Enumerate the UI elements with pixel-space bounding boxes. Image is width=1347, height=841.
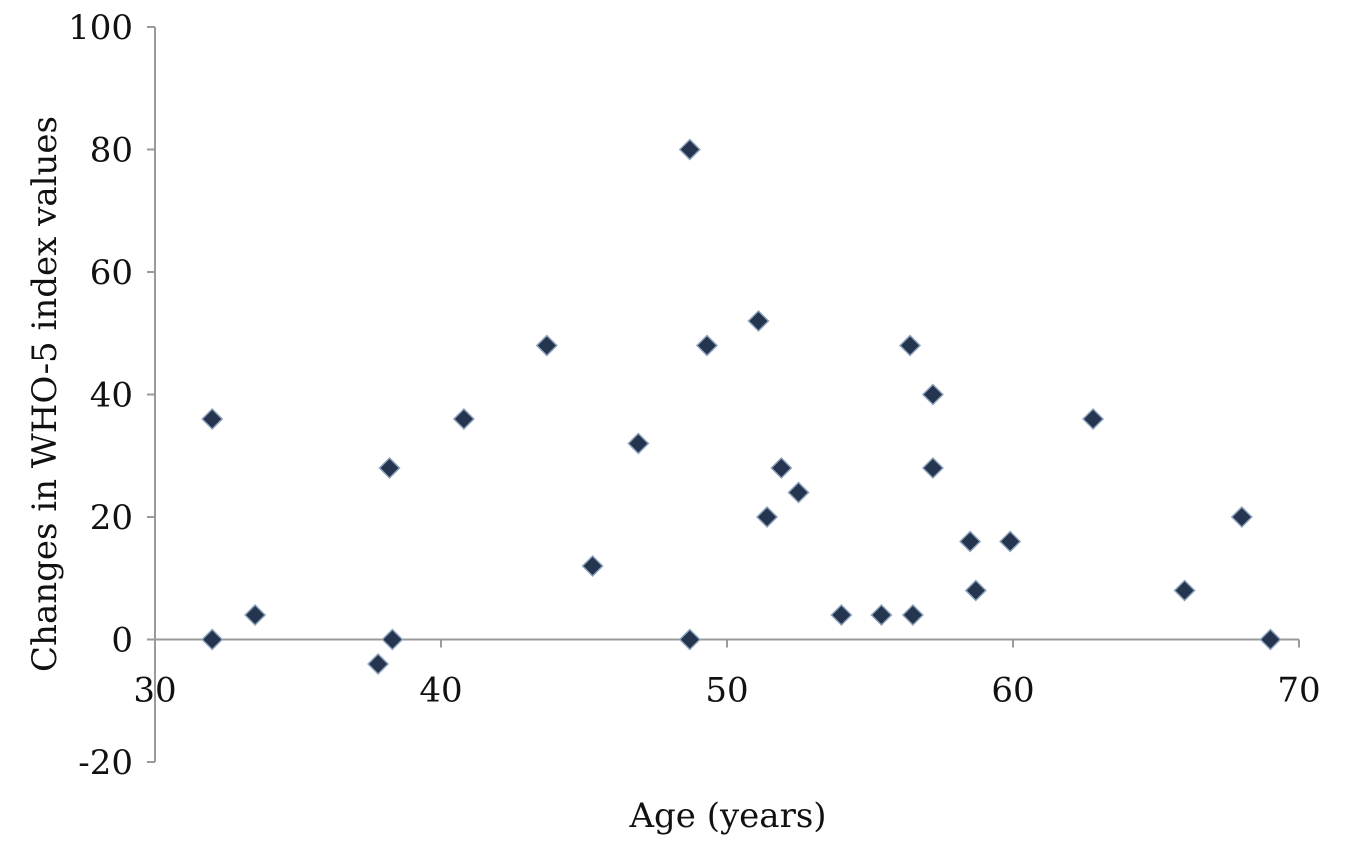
y-tick-label: 80	[90, 131, 133, 171]
data-point	[367, 652, 390, 676]
data-point	[921, 383, 944, 406]
data-point	[627, 432, 650, 455]
data-point	[964, 579, 987, 602]
data-point	[695, 334, 719, 357]
data-point	[1259, 628, 1282, 651]
data-point	[870, 603, 893, 627]
x-axis-title: Age (years)	[628, 796, 826, 836]
data-point	[201, 407, 224, 431]
data-point	[830, 603, 853, 627]
data-point	[378, 456, 401, 480]
data-points	[201, 138, 1282, 676]
y-tick-label: 0	[111, 621, 133, 661]
data-point	[898, 334, 922, 357]
x-axis-ticks: 30 40 50 60 70	[133, 639, 1321, 711]
data-point	[1173, 579, 1196, 602]
y-tick-label: 20	[90, 498, 133, 538]
data-point	[770, 456, 793, 480]
x-tick-label: 50	[705, 671, 748, 711]
data-point	[581, 554, 604, 578]
data-point	[678, 628, 701, 651]
y-axis-title: Changes in WHO-5 index values	[25, 116, 65, 672]
data-point	[999, 530, 1022, 553]
x-tick-label: 30	[133, 671, 176, 711]
data-point	[201, 628, 224, 651]
data-point	[244, 603, 267, 627]
data-point	[901, 603, 924, 627]
data-point	[381, 628, 404, 651]
y-tick-label: 60	[90, 253, 133, 293]
y-tick-label: 40	[90, 376, 133, 416]
data-point	[1230, 505, 1253, 529]
data-point	[959, 530, 982, 553]
x-tick-label: 60	[991, 671, 1034, 711]
data-point	[747, 309, 770, 333]
data-point	[678, 138, 701, 161]
data-point	[787, 481, 810, 504]
data-point	[921, 456, 944, 480]
y-axis-ticks: -20 0 20 40 60 80 100	[68, 8, 155, 783]
x-tick-label: 70	[1277, 671, 1320, 711]
data-point	[755, 505, 779, 529]
data-point	[1082, 407, 1105, 431]
data-point	[452, 407, 475, 431]
x-tick-label: 40	[419, 671, 462, 711]
y-tick-label: -20	[78, 743, 133, 783]
data-point	[535, 334, 558, 357]
y-tick-label: 100	[68, 8, 133, 48]
axes	[154, 27, 1299, 762]
